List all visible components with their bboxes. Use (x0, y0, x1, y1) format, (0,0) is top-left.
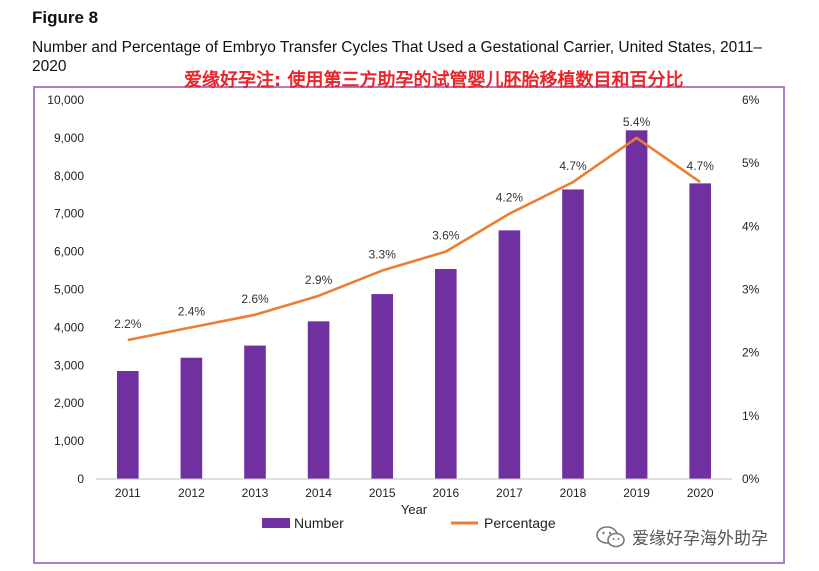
bar (244, 345, 266, 479)
y-tick-label: 5,000 (54, 283, 84, 297)
chart-frame (33, 86, 785, 564)
chart-title: Number and Percentage of Embryo Transfer… (32, 39, 763, 75)
bar (434, 269, 457, 479)
y-tick-label: 7,000 (54, 207, 84, 221)
data-label: 4.7% (687, 159, 715, 173)
y2-tick-label: 5% (742, 156, 760, 170)
bar (562, 189, 584, 479)
x-tick-label: 2014 (305, 486, 332, 500)
wechat-icon (596, 525, 625, 547)
y2-tick-label: 3% (742, 283, 760, 297)
x-tick-label: 2016 (432, 486, 459, 500)
legend-label-number: Number (294, 515, 344, 531)
x-tick-label: 2018 (560, 486, 587, 500)
x-tick-label: 2015 (369, 486, 396, 500)
data-label: 5.4% (623, 115, 651, 129)
x-tick-label: 2020 (687, 486, 714, 500)
y-tick-label: 3,000 (54, 358, 84, 372)
data-label: 3.3% (369, 248, 397, 262)
bar (180, 357, 203, 479)
y2-tick-label: 2% (742, 346, 760, 360)
y-tick-label: 8,000 (54, 169, 84, 183)
data-label: 2.6% (241, 292, 269, 306)
watermark-text: 爱缘好孕海外助孕 (632, 529, 768, 549)
watermark: 爱缘好孕海外助孕 (596, 524, 768, 549)
bar (371, 294, 394, 479)
x-tick-label: 2013 (242, 486, 269, 500)
y-tick-label: 0 (77, 472, 84, 486)
y-tick-label: 10,000 (47, 93, 84, 107)
data-label: 2.4% (178, 304, 206, 318)
x-axis-title: Year (401, 502, 428, 517)
y2-tick-label: 4% (742, 219, 760, 233)
y-tick-label: 4,000 (54, 320, 84, 334)
data-label: 4.7% (559, 159, 587, 173)
data-label: 2.2% (114, 317, 142, 331)
y2-tick-label: 1% (742, 409, 760, 423)
y2-tick-label: 0% (742, 472, 760, 486)
y-tick-label: 6,000 (54, 245, 84, 259)
x-tick-label: 2019 (623, 486, 650, 500)
y-tick-label: 9,000 (54, 131, 84, 145)
bar (116, 370, 139, 479)
y-tick-label: 1,000 (54, 434, 84, 448)
x-tick-label: 2017 (496, 486, 523, 500)
percentage-line (127, 136, 701, 342)
bar (625, 130, 648, 479)
bar (498, 230, 521, 479)
bar (307, 321, 330, 479)
chinese-annotation: 爱缘好孕注: 使用第三方助孕的试管婴儿胚胎移植数目和百分比 (184, 70, 684, 91)
bar (689, 183, 712, 479)
legend-swatch-number (262, 518, 290, 528)
legend-label-percentage: Percentage (484, 515, 556, 531)
data-label: 3.6% (432, 229, 460, 243)
x-tick-label: 2011 (115, 486, 141, 500)
figure-label: Figure 8 (32, 8, 99, 27)
data-label: 4.2% (496, 191, 524, 205)
y-tick-label: 2,000 (54, 396, 84, 410)
x-tick-label: 2012 (178, 486, 205, 500)
y2-tick-label: 6% (742, 93, 760, 107)
data-label: 2.9% (305, 273, 333, 287)
